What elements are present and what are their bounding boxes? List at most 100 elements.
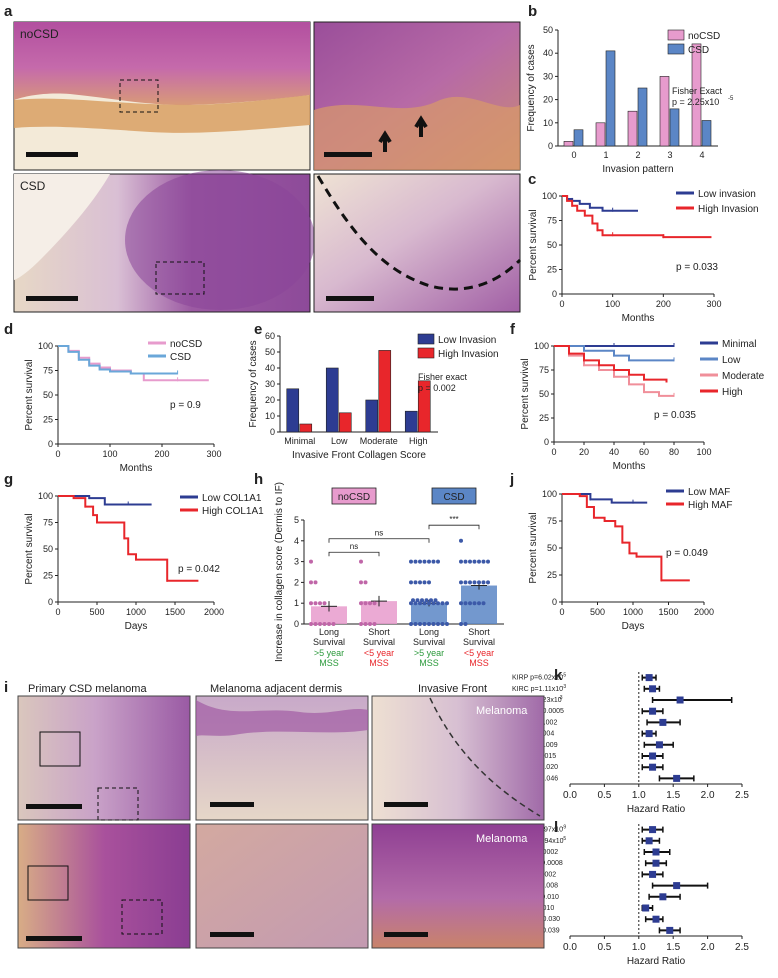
data-point (313, 622, 318, 626)
arrow-icon (414, 115, 428, 137)
col-title-adjacent: Melanoma adjacent dermis (210, 683, 343, 695)
sig-label: ns (375, 529, 383, 538)
hazard-ratio-point (655, 741, 663, 749)
group-label: Long (419, 627, 439, 637)
panel-label-d: d (4, 321, 13, 338)
roi-box-dashed (121, 899, 163, 935)
hazard-ratio-point (676, 696, 684, 704)
he-i-overview-2 (17, 823, 191, 949)
label-csd: CSD (20, 179, 46, 193)
roi-box-csd (155, 261, 205, 295)
data-point (436, 622, 440, 626)
x-tick-label: 1500 (658, 607, 678, 617)
x-tick-label: 2 (635, 150, 640, 160)
data-point (463, 601, 468, 606)
x-tick-label: 1 (603, 150, 608, 160)
chart-c: 0 25 50 75 100 0 100 200 300 Months Percent surviv… (528, 189, 759, 324)
y-tick-label: 100 (38, 341, 53, 351)
chart-d: 0 25 50 75 100 0 100 200 300 Months Percent surviv… (24, 339, 222, 474)
bar-high-invasion (417, 380, 431, 433)
group-header-label: noCSD (338, 492, 370, 503)
bar-csd (669, 108, 680, 147)
group-header-box (331, 487, 377, 505)
bar-high-invasion (299, 423, 313, 433)
y-tick-label: 1 (294, 598, 299, 608)
x-tick-label: 100 (102, 449, 117, 459)
legend-label: High COL1A1 (202, 506, 264, 517)
data-point (418, 580, 422, 585)
y-tick-label: 0 (294, 619, 299, 629)
x-tick-label: 200 (656, 299, 671, 309)
y-tick-label: 100 (542, 191, 557, 201)
x-tick-label: 2.0 (701, 790, 715, 801)
y-tick-label: 10 (265, 411, 275, 421)
x-tick-label: 3 (667, 150, 672, 160)
data-point (422, 601, 427, 606)
group-sublabel: MSS (469, 658, 489, 668)
data-point (477, 580, 481, 585)
x-tick-label: 0 (55, 449, 60, 459)
p-value: p = 0.042 (178, 564, 220, 575)
y-tick-label: 30 (543, 71, 553, 81)
x-tick-label: 40 (609, 447, 619, 457)
annotation-exponent: -5 (728, 96, 734, 102)
survival-curve-low-col1a1 (58, 495, 152, 506)
mean-bar (311, 606, 347, 624)
annotation-label: Fisher exact (418, 372, 468, 382)
he-csd-background (14, 174, 110, 280)
survival-curve-high-invasion (562, 195, 712, 239)
annotation-label: Fisher Exact (672, 86, 723, 96)
x-tick-label: Moderate (360, 436, 398, 446)
x-tick-label: 100 (605, 299, 620, 309)
chart-f: 0 25 50 75 100 0 20 40 60 80 100 Months Percent surv… (520, 339, 765, 472)
he-i-front-2 (371, 823, 545, 949)
data-point (327, 622, 331, 626)
scale-bar (26, 296, 78, 301)
arrow-icon (378, 130, 392, 152)
sig-bracket (428, 524, 480, 530)
data-point (309, 559, 313, 564)
hazard-ratio-point (652, 859, 660, 867)
hazard-ratio-point (659, 893, 667, 901)
bar-low-invasion (404, 410, 418, 433)
chart-k: 0.0 0.5 1.0 1.5 2.0 2.5 Hazard Ratio KIRP p=6.0… (512, 672, 749, 815)
data-point (363, 622, 368, 626)
data-point (427, 580, 431, 585)
group-sublabel: <5 year (364, 648, 394, 658)
data-point (313, 601, 318, 606)
legend-label: High (722, 387, 743, 398)
data-point (463, 622, 468, 626)
group-label: Survival (413, 637, 445, 647)
row-label-exponent: -3 (558, 695, 563, 701)
x-tick-label: 300 (706, 299, 721, 309)
legend-label: noCSD (170, 339, 202, 350)
data-point (322, 622, 327, 626)
sig-label: ns (350, 542, 358, 551)
panel-label-i: i (4, 679, 8, 696)
p-value: p = 0.035 (654, 410, 696, 421)
data-point (322, 601, 327, 606)
y-tick-label: 10 (543, 118, 553, 128)
label-melanoma-2: Melanoma (476, 833, 528, 845)
data-point (422, 580, 427, 585)
y-tick-label: 50 (43, 544, 53, 554)
panel-label-c: c (528, 171, 536, 188)
label-melanoma-1: Melanoma (476, 705, 528, 717)
data-point (413, 580, 418, 585)
data-point (427, 622, 431, 626)
x-tick-label: Minimal (284, 436, 315, 446)
data-point (427, 601, 431, 606)
data-point (409, 601, 413, 606)
data-point (472, 601, 477, 606)
data-point (440, 622, 445, 626)
bar-csd (573, 129, 584, 147)
he-nocsd-tumor (14, 22, 310, 106)
x-tick-label: 2.0 (701, 942, 715, 953)
invasive-front-line (429, 697, 541, 817)
y-tick-label: 50 (543, 25, 553, 35)
data-point (468, 580, 472, 585)
data-point (468, 559, 472, 564)
y-tick-label: 75 (547, 516, 557, 526)
